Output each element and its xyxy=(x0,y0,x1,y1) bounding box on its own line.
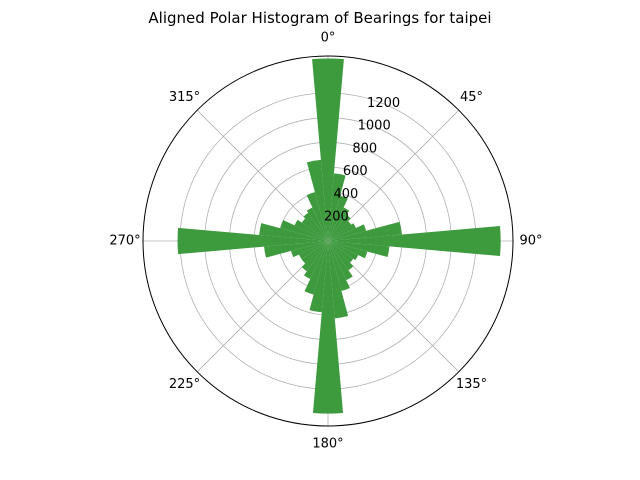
r-tick-label-1: 400 xyxy=(333,187,358,202)
bar-310 xyxy=(301,218,328,241)
bar-210 xyxy=(303,241,328,279)
theta-tick-label-3: 135° xyxy=(456,377,487,392)
r-tick-label-4: 1000 xyxy=(358,119,391,134)
bar-240 xyxy=(298,241,328,260)
bar-320 xyxy=(303,212,328,241)
r-tick-label-3: 800 xyxy=(352,141,377,156)
bar-280 xyxy=(259,223,328,241)
theta-tick-label-7: 315° xyxy=(169,90,200,105)
bar-180 xyxy=(312,241,344,414)
angular-tick-labels: 0° 45° 90° 135° 180° 225° 270° 315° xyxy=(109,31,542,452)
bar-150 xyxy=(328,241,353,281)
bar-120 xyxy=(328,241,359,261)
bar-230 xyxy=(301,241,328,264)
bar-340 xyxy=(306,192,328,241)
r-tick-label-0: 200 xyxy=(324,210,349,225)
bar-60 xyxy=(328,223,356,241)
theta-tick-label-2: 90° xyxy=(519,234,542,249)
bar-170 xyxy=(328,241,349,319)
theta-tick-label-4: 180° xyxy=(312,437,343,452)
theta-tick-label-6: 270° xyxy=(109,234,140,249)
bar-10 xyxy=(328,173,346,241)
theta-tick-label-1: 45° xyxy=(460,90,483,105)
bar-90 xyxy=(328,225,501,257)
bar-100 xyxy=(328,241,390,257)
bar-330 xyxy=(306,207,328,241)
bar-160 xyxy=(328,241,350,292)
bar-290 xyxy=(280,220,328,241)
bar-40 xyxy=(328,214,351,241)
bar-50 xyxy=(328,220,352,241)
bar-190 xyxy=(309,241,328,313)
bar-70 xyxy=(328,224,367,241)
bar-220 xyxy=(301,241,328,272)
bar-130 xyxy=(328,241,354,263)
chart-title: Aligned Polar Histogram of Bearings for … xyxy=(148,9,491,27)
bar-270 xyxy=(177,227,328,255)
bar-250 xyxy=(291,241,328,258)
theta-tick-label-5: 225° xyxy=(169,377,200,392)
bar-260 xyxy=(264,241,328,258)
bar-350 xyxy=(306,159,328,241)
bar-30 xyxy=(328,207,350,241)
polar-frame xyxy=(142,55,514,427)
bars-group xyxy=(177,58,501,414)
bar-110 xyxy=(328,241,368,259)
bar-0 xyxy=(312,58,344,241)
bar-20 xyxy=(328,195,348,241)
theta-tick-label-0: 0° xyxy=(321,31,336,46)
radial-tick-labels: 200 400 600 800 1000 1200 xyxy=(324,96,400,225)
bar-300 xyxy=(294,219,328,241)
r-tick-label-2: 600 xyxy=(343,164,368,179)
bar-200 xyxy=(304,241,328,295)
bar-80 xyxy=(328,221,402,241)
r-tick-label-5: 1200 xyxy=(367,96,400,111)
bar-140 xyxy=(328,241,354,271)
